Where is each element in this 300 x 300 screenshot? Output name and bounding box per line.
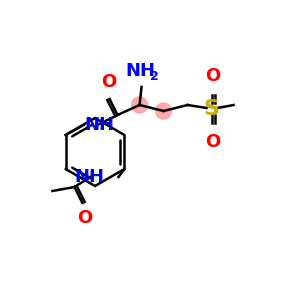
Text: 2: 2: [150, 70, 158, 83]
Text: O: O: [77, 209, 92, 227]
Circle shape: [156, 103, 172, 119]
Text: NH: NH: [126, 62, 156, 80]
Text: S: S: [204, 99, 220, 119]
Text: O: O: [205, 67, 220, 85]
Text: O: O: [101, 73, 116, 91]
Circle shape: [132, 97, 148, 113]
Text: NH: NH: [85, 116, 115, 134]
Text: NH: NH: [74, 168, 104, 186]
Text: O: O: [205, 133, 220, 151]
